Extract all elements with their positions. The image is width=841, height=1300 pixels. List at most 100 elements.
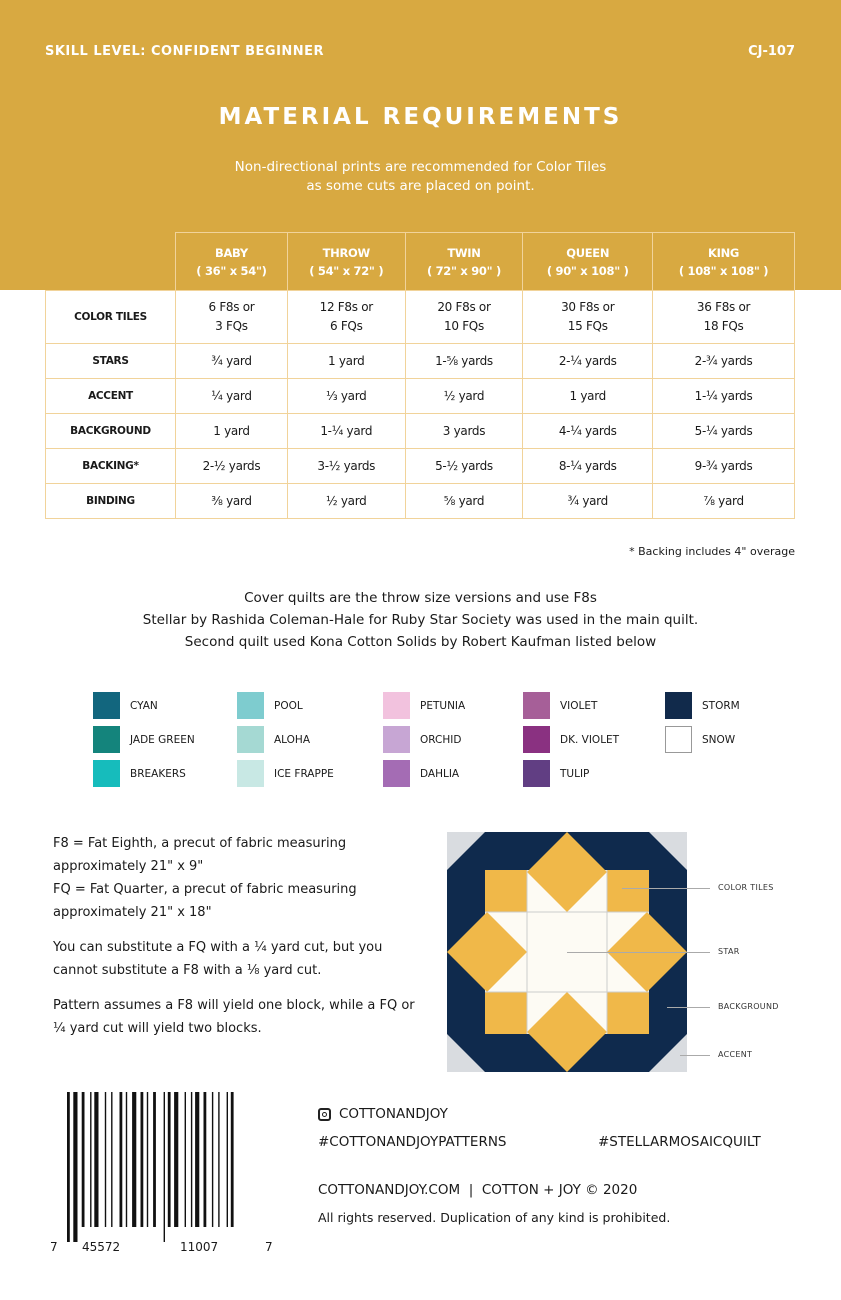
barcode-bar xyxy=(195,1092,200,1227)
cell-line: ⅜ yard xyxy=(211,494,252,508)
swatch: VIOLET xyxy=(523,692,597,719)
definitions: F8 = Fat Eighth, a precut of fabric meas… xyxy=(53,832,423,1052)
leader-line xyxy=(622,888,710,889)
table-row: ACCENT ¼ yard ⅓ yard ½ yard 1 yard 1-¼ yards xyxy=(45,378,795,414)
size-name: BABY xyxy=(214,245,248,260)
instagram-name: COTTONANDJOY xyxy=(339,1106,448,1122)
swatch-color xyxy=(93,692,120,719)
size-dimensions: ( 72" x 90" ) xyxy=(426,263,501,278)
website-copyright: COTTONANDJOY.COM | COTTON + JOY © 2020 xyxy=(318,1182,638,1198)
size-name: THROW xyxy=(322,245,371,260)
cell-line: 1-¼ yard xyxy=(320,424,373,438)
swatch-color xyxy=(93,760,120,787)
table-cell: ¾ yard xyxy=(175,343,288,379)
swatch-name: DK. VIOLET xyxy=(560,733,620,746)
swatch: BREAKERS xyxy=(93,760,186,787)
table-cell: 1 yard xyxy=(522,378,654,414)
table-cell: ¾ yard xyxy=(522,483,654,519)
instagram-handle: COTTONANDJOY xyxy=(318,1106,448,1122)
size-dimensions: ( 108" x 108" ) xyxy=(678,263,769,278)
swatch-name: ORCHID xyxy=(420,733,462,746)
cover-notes: Cover quilts are the throw size versions… xyxy=(0,587,841,653)
swatch-name: JADE GREEN xyxy=(130,733,195,746)
barcode-digit: 7 xyxy=(265,1240,273,1254)
table-cell: 3 yards xyxy=(404,413,524,449)
cell-line: 3 FQs xyxy=(215,319,248,333)
barcode-bar xyxy=(140,1092,144,1227)
swatch-name: PETUNIA xyxy=(420,699,466,712)
cell-line: 15 FQs xyxy=(567,319,608,333)
hashtag: #COTTONANDJOYPATTERNS xyxy=(318,1134,507,1150)
swatch-color xyxy=(383,692,410,719)
row-label: ACCENT xyxy=(45,378,176,414)
table-cell: ⅞ yard xyxy=(652,483,795,519)
swatch-color xyxy=(665,692,692,719)
row-label: BINDING xyxy=(45,483,176,519)
blank-header xyxy=(45,232,176,291)
column-header: QUEEN ( 90" x 108" ) xyxy=(522,232,654,291)
cell-line: 36 F8s or xyxy=(696,300,751,314)
cover-line: Second quilt used Kona Cotton Solids by … xyxy=(184,634,657,650)
cell-line: 6 FQs xyxy=(329,319,363,333)
row-label: BACKING* xyxy=(45,448,176,484)
cell-line: ½ yard xyxy=(326,494,367,508)
table-cell: 9-¾ yards xyxy=(652,448,795,484)
table-cell: 2-¼ yards xyxy=(522,343,654,379)
swatch-name: VIOLET xyxy=(560,699,598,712)
barcode-bar xyxy=(94,1092,99,1227)
cell-line: 2-¾ yards xyxy=(694,354,753,368)
swatch-color xyxy=(383,726,410,753)
cell-line: 9-¾ yards xyxy=(694,459,753,473)
barcode-bar xyxy=(119,1092,123,1227)
barcode-bar xyxy=(174,1092,179,1227)
table-row: BINDING ⅜ yard ½ yard ⅝ yard ¾ yard ⅞ yard xyxy=(45,483,795,519)
cell-line: 2-½ yards xyxy=(202,459,261,473)
label-color-tiles: COLOR TILES xyxy=(718,883,774,892)
row-label: COLOR TILES xyxy=(45,290,176,344)
table-cell: 4-¼ yards xyxy=(522,413,654,449)
swatch: TULIP xyxy=(523,760,589,787)
swatch-color xyxy=(665,726,692,753)
swatch: DK. VIOLET xyxy=(523,726,619,753)
barcode-bar xyxy=(190,1092,193,1227)
yield-note: Pattern assumes a F8 will yield one bloc… xyxy=(53,998,415,1036)
swatch-color xyxy=(237,726,264,753)
barcode-bar xyxy=(146,1092,149,1227)
cover-line: Stellar by Rashida Coleman-Hale for Ruby… xyxy=(142,612,699,628)
barcode-digit: 7 xyxy=(50,1240,58,1254)
swatch-name: POOL xyxy=(274,699,303,712)
rights-notice: All rights reserved. Duplication of any … xyxy=(318,1210,671,1225)
swatch: ICE FRAPPE xyxy=(237,760,334,787)
table-cell: 6 F8s or 3 FQs xyxy=(175,290,288,344)
substitution-note: You can substitute a FQ with a ¼ yard cu… xyxy=(53,940,383,978)
page-title: MATERIAL REQUIREMENTS xyxy=(218,104,623,130)
swatch-name: BREAKERS xyxy=(130,767,186,780)
barcode-bar xyxy=(184,1092,186,1227)
table-row: BACKING* 2-½ yards 3-½ yards 5-½ yards 8-¼ y… xyxy=(45,448,795,484)
cell-line: 5-½ yards xyxy=(435,459,493,473)
barcode-bar xyxy=(153,1092,156,1227)
table-cell: ¼ yard xyxy=(175,378,288,414)
swatch: CYAN xyxy=(93,692,158,719)
barcode xyxy=(67,1092,234,1242)
cell-line: 8-¼ yards xyxy=(558,459,617,473)
size-name: TWIN xyxy=(447,245,481,260)
cover-line: Cover quilts are the throw size versions… xyxy=(244,590,597,606)
cell-line: 1-⅝ yards xyxy=(435,354,493,368)
barcode-bar xyxy=(104,1092,107,1227)
cell-line: 3 yards xyxy=(442,424,486,438)
swatch-name: ALOHA xyxy=(274,733,311,746)
label-star: STAR xyxy=(718,947,740,956)
table-cell: 1 yard xyxy=(175,413,288,449)
subtitle-line: as some cuts are placed on point. xyxy=(306,178,535,194)
subtitle-line: Non-directional prints are recommended f… xyxy=(234,159,607,175)
cell-line: 6 F8s or xyxy=(208,300,255,314)
cell-line: 3-½ yards xyxy=(317,459,376,473)
cell-line: ½ yard xyxy=(443,389,485,403)
swatch: STORM xyxy=(665,692,740,719)
barcode-bar xyxy=(211,1092,214,1227)
cell-line: ¼ yard xyxy=(211,389,252,403)
swatch: SNOW xyxy=(665,726,735,753)
table-cell: 1-¼ yard xyxy=(286,413,406,449)
swatch: JADE GREEN xyxy=(93,726,195,753)
